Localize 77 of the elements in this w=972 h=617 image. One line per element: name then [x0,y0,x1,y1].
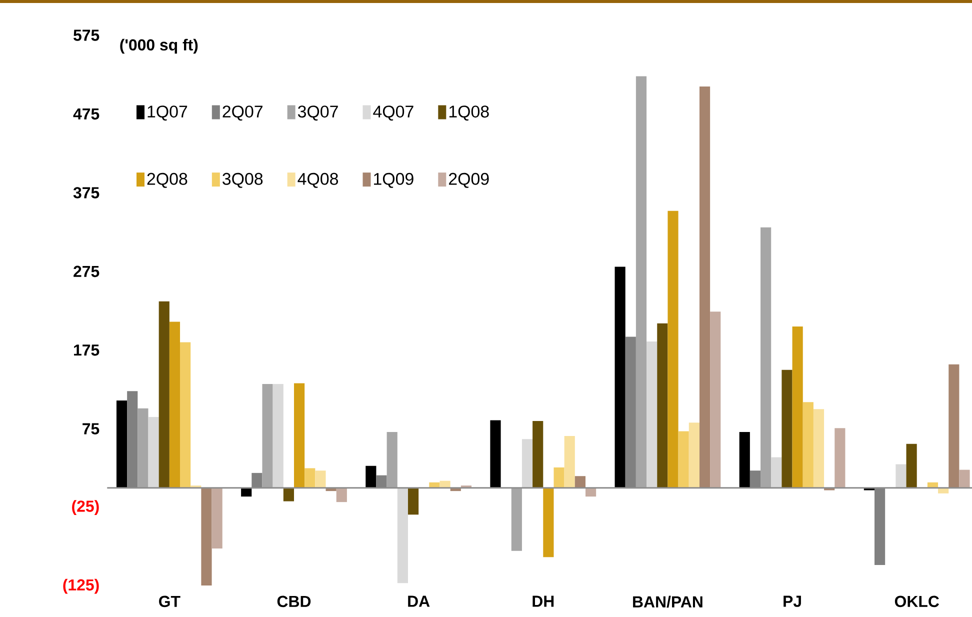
bar [792,326,803,488]
bar [543,488,554,558]
bar [614,266,626,488]
y-tick-label: 575 [74,30,100,41]
legend-label: 2Q07 [222,106,262,121]
bar [782,370,792,488]
bar [906,444,917,488]
bar [585,488,596,497]
legend-label: 1Q07 [148,106,188,121]
bar [699,86,710,488]
bar [688,422,700,488]
bar [138,408,148,488]
y-tick-label: (25) [72,500,99,516]
bar [554,467,564,488]
bar [397,488,408,584]
bar [180,342,191,488]
bar [710,312,721,488]
bar [760,227,772,488]
bar [201,488,212,586]
bar [304,468,316,488]
x-tick-label: OKLC [894,596,940,608]
y-tick-label: (125) [63,578,99,594]
bar [490,420,501,488]
bar [532,420,544,488]
x-tick-label: DH [532,596,554,607]
legend-label: 2Q09 [449,172,489,188]
bar [636,76,647,488]
bar [959,470,970,488]
x-tick-label: DA [408,596,430,607]
x-tick-label: BAN/PAN [633,596,702,608]
legend-label: 4Q08 [298,172,338,188]
bar [148,417,159,488]
bar [574,476,586,488]
bar [262,384,273,488]
bar [564,436,575,488]
legend-label: 3Q08 [222,172,263,188]
legend-label: 3Q07 [298,106,338,121]
y-axis-title: ('000 sq ft) [120,38,198,54]
y-tick-label: 375 [73,187,100,198]
bar [657,323,668,488]
x-tick-label: PJ [784,596,801,607]
bar [813,409,824,488]
bar [366,466,376,488]
y-tick-label: 475 [73,108,100,120]
bar [315,470,326,488]
bar [646,341,658,488]
legend-label: 1Q08 [449,106,489,121]
bar [522,439,533,488]
y-tick-label: 175 [74,344,100,356]
bar [948,364,960,488]
x-tick-label: CBD [277,596,311,608]
bar [241,488,252,497]
bar [272,384,284,488]
bar [802,402,814,488]
legend-label: 2Q08 [147,172,188,188]
bar [938,488,949,494]
bar [834,428,846,488]
bar [739,432,750,488]
bar [158,301,170,488]
bar [668,210,678,488]
bar [386,432,398,488]
bar [169,322,180,488]
bar [116,400,128,488]
bar [283,488,294,502]
bar [336,488,347,502]
bar [408,488,419,515]
y-tick-label: 275 [74,266,100,278]
bar [771,457,782,488]
bar [896,464,906,488]
bar [212,488,222,549]
bar [678,431,689,488]
y-tick-label: 75 [82,423,100,434]
legend-label: 4Q07 [373,106,414,121]
bar [511,488,522,551]
legend-label: 1Q09 [374,172,414,188]
x-tick-label: GT [159,596,180,608]
bar [294,383,305,488]
